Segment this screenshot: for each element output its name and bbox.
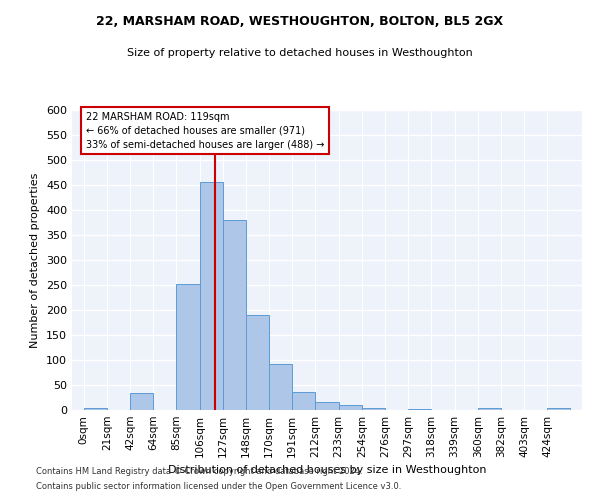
Bar <box>269 364 292 410</box>
Text: Size of property relative to detached houses in Westhoughton: Size of property relative to detached ho… <box>127 48 473 58</box>
Bar <box>408 408 431 410</box>
Bar <box>246 315 269 410</box>
Bar <box>199 182 223 410</box>
Bar <box>83 408 107 410</box>
Text: Contains HM Land Registry data © Crown copyright and database right 2024.: Contains HM Land Registry data © Crown c… <box>36 467 362 476</box>
Bar <box>176 284 199 410</box>
X-axis label: Distribution of detached houses by size in Westhoughton: Distribution of detached houses by size … <box>168 466 486 475</box>
Bar <box>130 392 153 410</box>
Y-axis label: Number of detached properties: Number of detached properties <box>31 172 40 348</box>
Bar <box>223 220 246 410</box>
Bar <box>478 408 501 410</box>
Bar <box>338 404 362 410</box>
Bar <box>316 402 338 410</box>
Text: 22 MARSHAM ROAD: 119sqm
← 66% of detached houses are smaller (971)
33% of semi-d: 22 MARSHAM ROAD: 119sqm ← 66% of detache… <box>86 112 324 150</box>
Text: Contains public sector information licensed under the Open Government Licence v3: Contains public sector information licen… <box>36 482 401 491</box>
Text: 22, MARSHAM ROAD, WESTHOUGHTON, BOLTON, BL5 2GX: 22, MARSHAM ROAD, WESTHOUGHTON, BOLTON, … <box>97 15 503 28</box>
Bar <box>292 392 316 410</box>
Bar <box>362 408 385 410</box>
Bar <box>547 408 571 410</box>
